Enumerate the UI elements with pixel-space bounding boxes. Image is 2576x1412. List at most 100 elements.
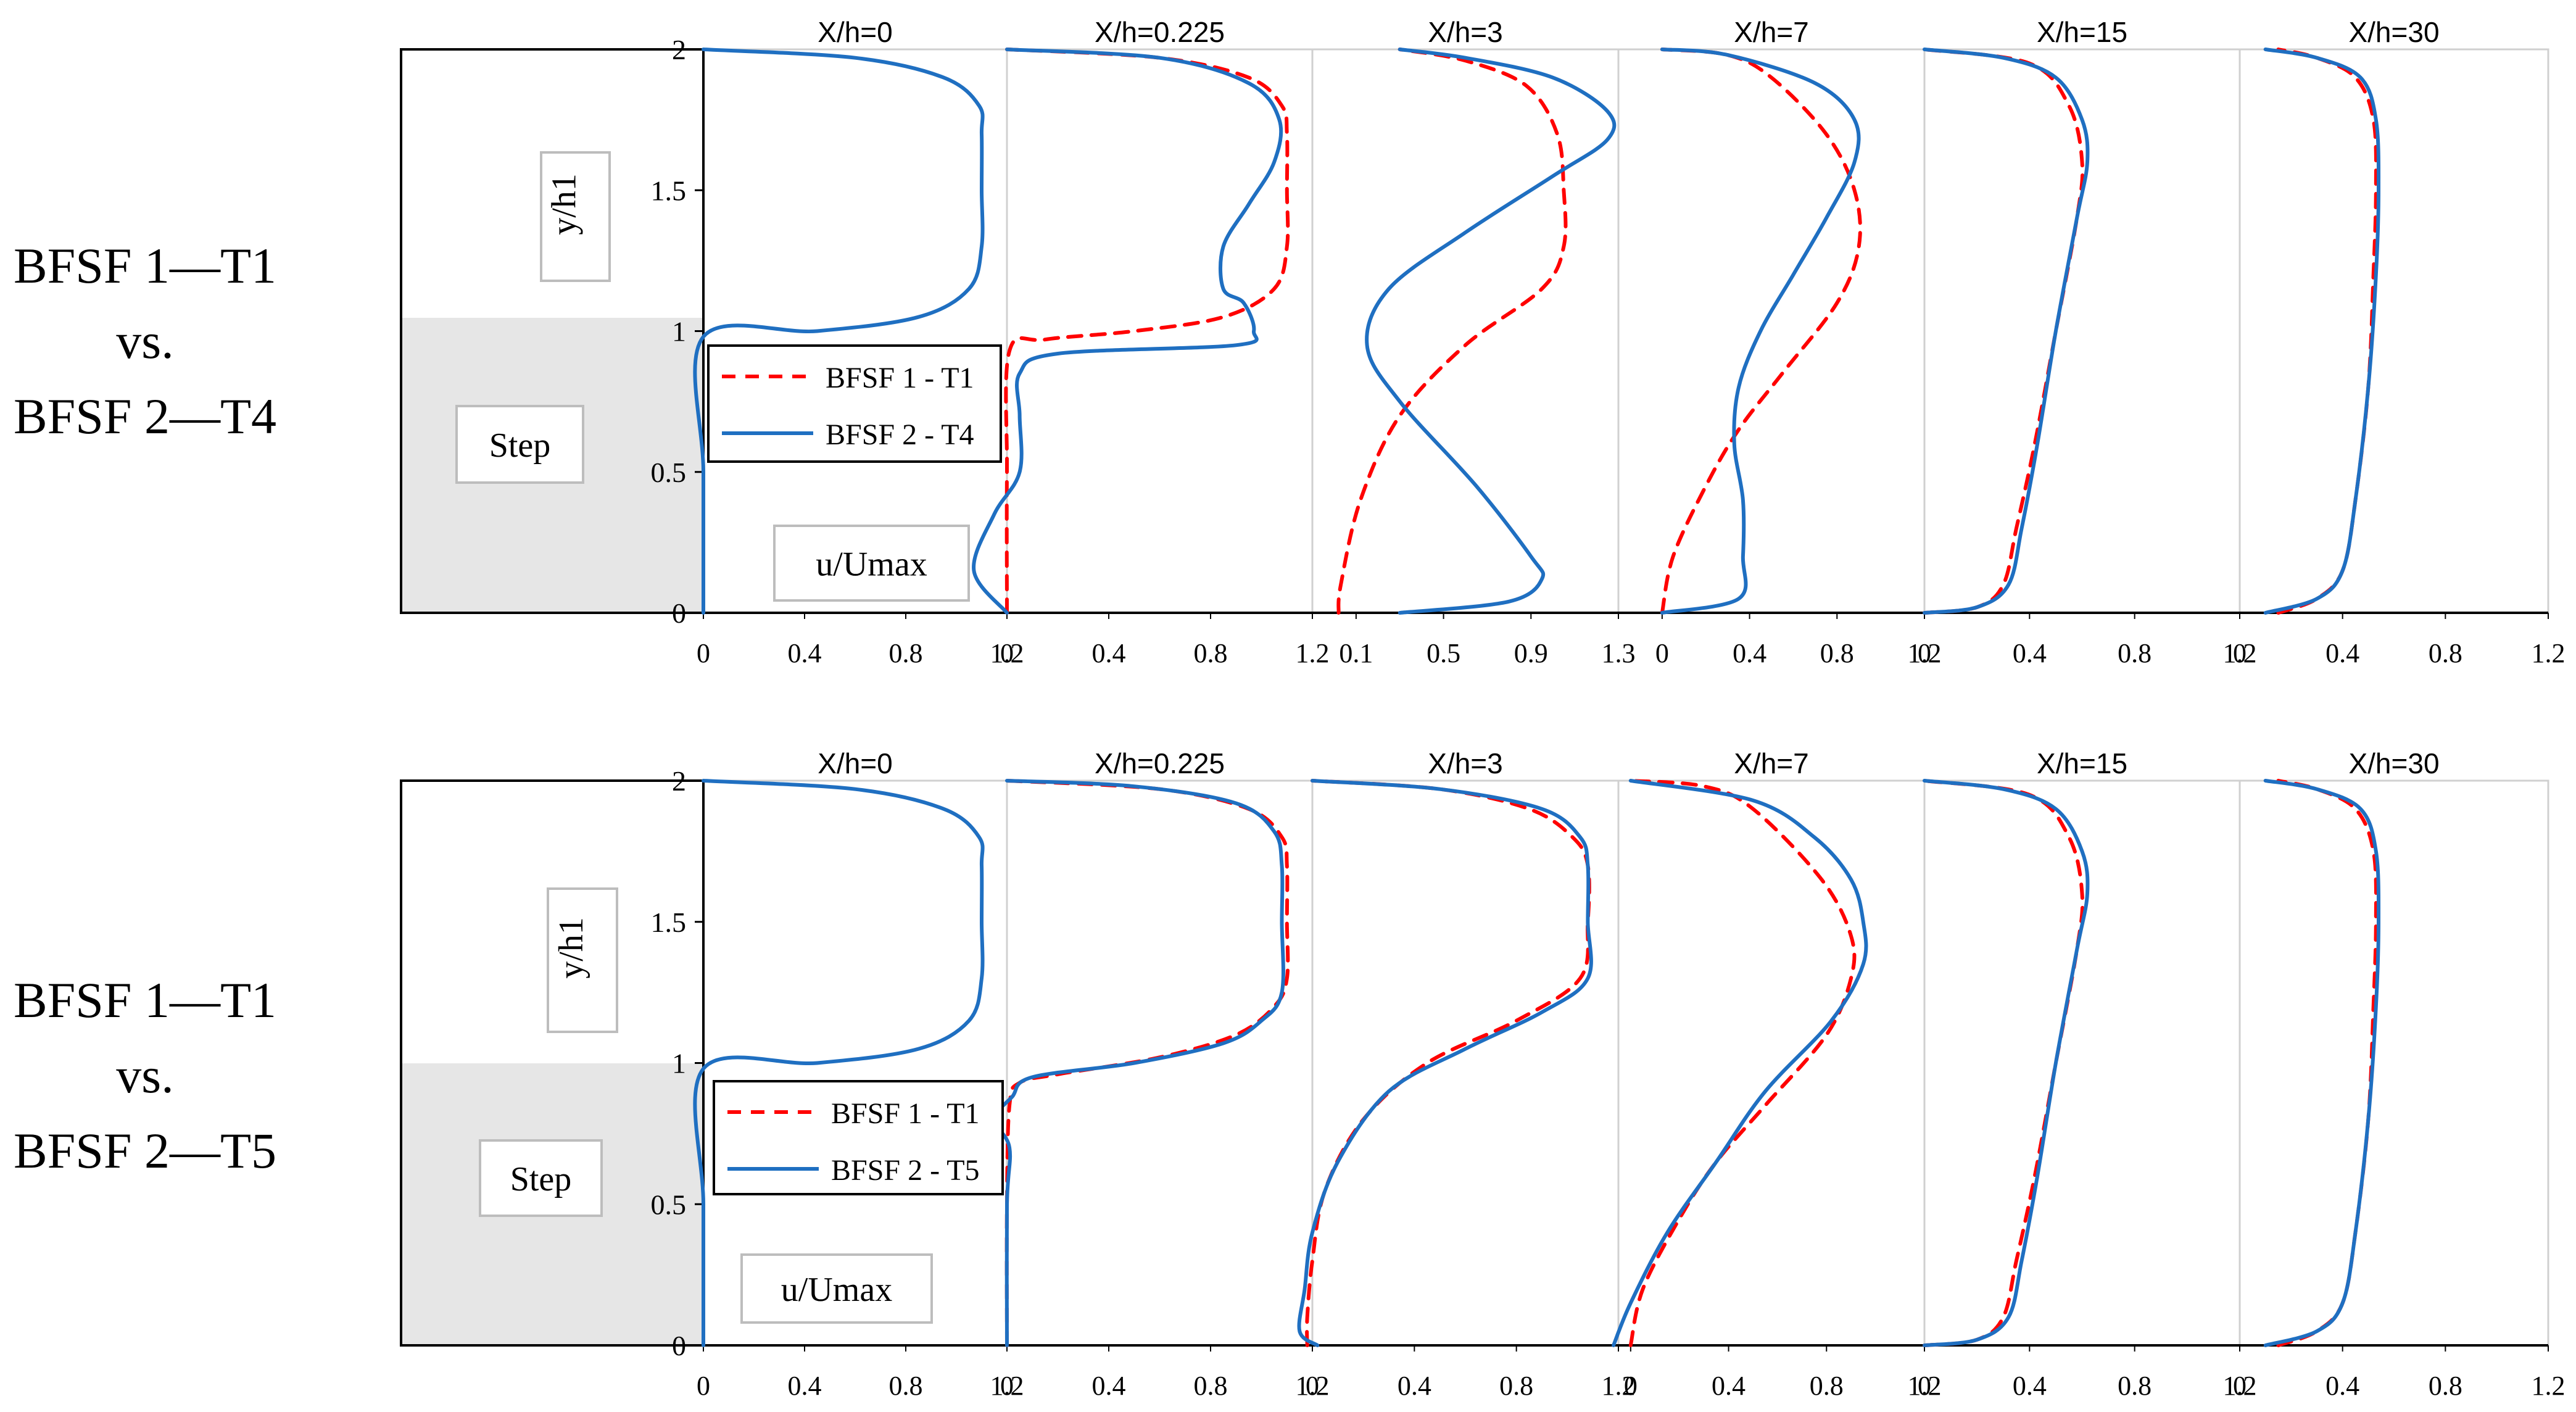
x-tick-label: 0 [697,638,710,668]
series-line-solid [1660,48,1861,615]
x-tick-label: 1.2 [2532,1371,2566,1401]
step-label: Step [489,426,551,465]
series-line-dashed [1660,48,1862,615]
panel-title: X/h=0.225 [1095,747,1225,779]
panel-frame [1923,48,2241,614]
x-tick-label: 0.4 [1712,1371,1746,1401]
x-label-box [740,1253,933,1324]
x-label-box [773,525,970,602]
panel-title: X/h=0 [818,16,893,48]
x-axis-label: u/Umax [816,546,927,584]
x-tick-label: 0.8 [1499,1371,1533,1401]
series-line-solid [1365,48,1617,615]
x-tick-label: 1.2 [1908,1371,1942,1401]
series-line-solid [693,48,985,615]
x-tick-label: 0 [1000,1371,1014,1401]
x-tick-label: 1.3 [1602,638,1636,668]
legend-label: BFSF 2 - T5 [831,1154,980,1187]
series-line-solid [1923,779,2090,1347]
x-tick-label: 0.5 [1427,638,1460,668]
panel-title: X/h=7 [1734,747,1809,779]
x-tick-label: 1.2 [1296,638,1330,668]
series-line-dashed [2276,48,2378,615]
y-tick-label: 1.5 [651,175,687,206]
panel-title: X/h=3 [1428,16,1503,48]
series-line-solid [992,779,1285,1347]
panel-title: X/h=0.225 [1095,16,1225,48]
x-tick-label: 0.8 [2118,638,2151,668]
y-label-box [540,151,611,282]
panel-frame [2238,779,2549,1347]
series-line-solid [2263,779,2381,1347]
x-tick-label: 1.2 [990,1371,1024,1401]
x-tick-label: 0 [2233,638,2247,668]
y-axis-label: y/h1 [545,173,584,235]
y-label-box [547,887,618,1033]
y-tick-label: 2 [672,765,686,797]
x-tick-label: 0.8 [2429,638,2462,668]
x-tick-label: 0.4 [2013,1371,2047,1401]
row-label-bottom: BFSF 1—T1 vs. BFSF 2—T5 [0,963,290,1189]
panel-frame [1006,779,1314,1347]
row-label-line: BFSF 1—T1 [13,972,277,1028]
x-tick-label: 0.4 [1092,638,1126,668]
legend-label: BFSF 1 - T1 [831,1097,980,1130]
series-line-solid [693,779,985,1347]
panel-title: X/h=3 [1428,747,1503,779]
row-label-line: vs. [116,1047,174,1103]
panel-title: X/h=0 [818,747,893,779]
x-tick-label: 0.8 [1810,1371,1844,1401]
x-axis-label: u/Umax [781,1271,892,1309]
x-tick-label: 0 [697,1371,710,1401]
x-tick-label: 0.8 [889,638,923,668]
x-tick-label: 0.8 [2429,1371,2462,1401]
panel-frame [1311,48,1620,614]
x-tick-label: 1.2 [1908,638,1942,668]
x-tick-label: 0.9 [1514,638,1548,668]
y-tick-label: 1 [672,1048,686,1079]
y-tick-label: 0 [672,597,686,629]
y-tick-label: 1 [672,316,686,347]
series-line-dashed [1004,779,1290,1347]
x-tick-label: 1.2 [2223,1371,2257,1401]
x-tick-label: 0.4 [2325,638,2359,668]
series-line-solid [1923,48,2090,615]
y-tick-label: 1.5 [651,907,687,938]
x-tick-label: 0.8 [889,1371,923,1401]
panel-frame [1311,779,1620,1347]
x-tick-label: 0.4 [2013,638,2047,668]
x-tick-label: 0.4 [1092,1371,1126,1401]
x-tick-label: 0 [1655,638,1669,668]
legend-box [707,344,1002,463]
x-tick-label: 0 [1624,1371,1638,1401]
y-tick-label: 0 [672,1330,686,1361]
x-tick-label: 0 [2233,1371,2247,1401]
step-label-box [479,1139,603,1217]
x-tick-label: 0.8 [1194,638,1228,668]
panel-title: X/h=30 [2348,16,2439,48]
series-line-dashed [1004,48,1290,615]
x-tick-label: 1.2 [1602,1371,1636,1401]
x-tick-label: 0.1 [1339,638,1373,668]
row-label-line: BFSF 2—T4 [13,388,277,444]
x-tick-label: 0.8 [1194,1371,1228,1401]
legend-label: BFSF 1 - T1 [826,362,974,394]
series-line-solid [1612,779,1868,1347]
x-tick-label: 0.8 [1820,638,1854,668]
series-line-dashed [1336,48,1568,615]
panel-frame [1617,779,1926,1347]
panel-title: X/h=15 [2037,747,2127,779]
y-tick-label: 0.5 [651,1189,687,1220]
panel-title: X/h=15 [2037,16,2127,48]
x-tick-label: 1.2 [990,638,1024,668]
x-tick-label: 0 [1918,638,1931,668]
legend-box [713,1080,1004,1195]
row-label-top: BFSF 1—T1 vs. BFSF 2—T4 [0,228,290,454]
x-tick-label: 0 [1000,638,1014,668]
y-tick-label: 2 [672,34,686,65]
series-line-dashed [1923,779,2085,1347]
x-tick-label: 0.4 [788,638,822,668]
x-tick-label: 0.8 [2118,1371,2151,1401]
series-line-dashed [1305,779,1591,1347]
